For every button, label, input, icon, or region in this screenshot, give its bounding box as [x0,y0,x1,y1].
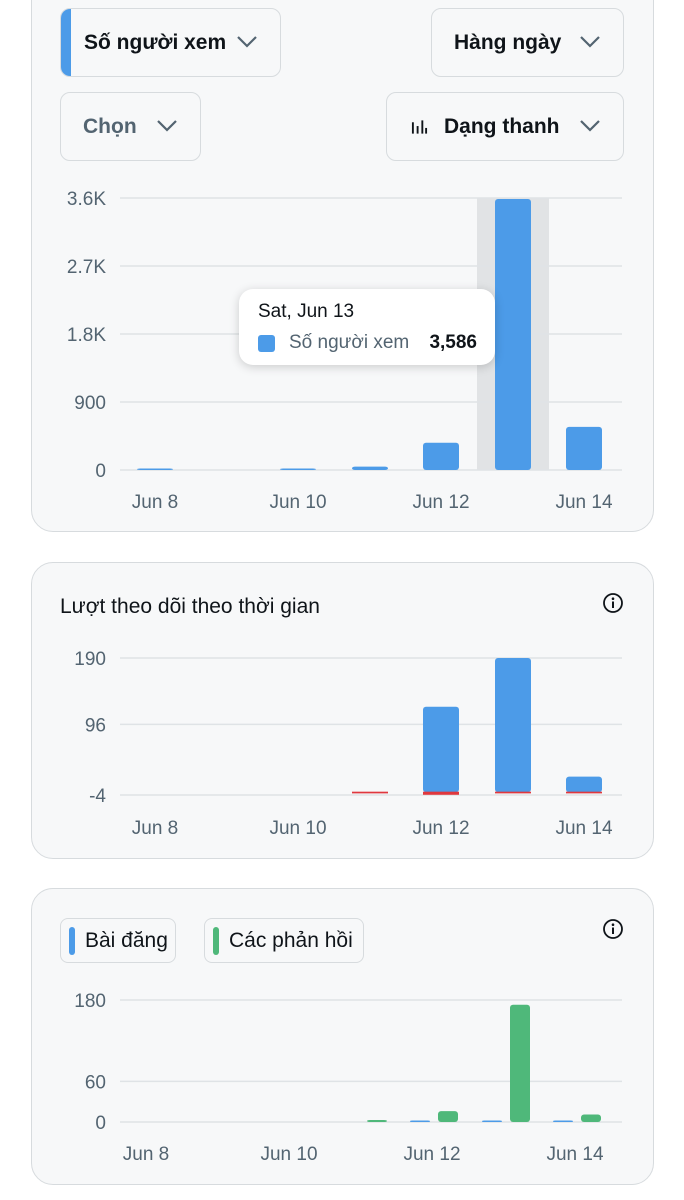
x-tick-label: Jun 8 [132,818,178,839]
y-tick-label: 900 [74,393,106,414]
y-tick-label: 96 [85,715,106,736]
x-tick-label: Jun 10 [269,492,326,513]
chevron-down-icon [580,119,600,132]
bar-replies [438,1111,458,1122]
chart-tooltip: Sat, Jun 13 Số người xem 3,586 [239,289,495,365]
tooltip-series-name: Số người xem [289,332,410,353]
bar-follows [566,776,602,793]
metric-dropdown-label: Số người xem [84,30,227,54]
bar-views [137,468,173,470]
y-tick-label: 0 [95,461,106,482]
legend-replies-label: Các phản hồi [229,928,353,952]
x-tick-label: Jun 10 [269,818,326,839]
bar-views [280,468,316,470]
y-tick-label: 0 [95,1113,106,1134]
bar-views [423,442,459,470]
bar-views [566,426,602,470]
info-icon[interactable] [602,918,624,940]
legend-posts-swatch [69,926,75,955]
y-tick-label: -4 [89,786,106,807]
bar-views [495,199,531,470]
chevron-down-icon [237,35,257,48]
bar-replies [367,1119,387,1122]
y-tick-label: 2.7K [67,257,106,278]
x-tick-label: Jun 12 [412,818,469,839]
x-tick-label: Jun 14 [555,492,612,513]
bar-follows [495,658,531,793]
bar-views [352,466,388,470]
chart-type-dropdown[interactable]: Dạng thanh [386,92,624,161]
y-tick-label: 60 [85,1072,106,1093]
metric-dropdown[interactable]: Số người xem [60,8,281,77]
chevron-down-icon [157,119,177,132]
bar-unfollows [495,791,531,794]
bar-posts [410,1120,430,1122]
info-icon[interactable] [602,592,624,614]
select-dropdown-label: Chọn [83,114,137,138]
legend-posts[interactable]: Bài đăng [60,918,176,963]
legend-replies-swatch [213,926,219,955]
x-tick-label: Jun 12 [412,492,469,513]
x-tick-label: Jun 14 [555,818,612,839]
bar-unfollows [566,791,602,794]
select-dropdown[interactable]: Chọn [60,92,201,161]
bar-unfollows [423,791,459,795]
period-dropdown-label: Hàng ngày [454,30,562,54]
bar-posts [482,1120,502,1122]
x-tick-label: Jun 14 [546,1144,603,1165]
follows-bar-chart[interactable]: -4 96 190 Jun 8 Jun 10 Jun 12 Jun 14 [0,640,684,850]
bar-replies [510,1004,530,1122]
follows-card [31,562,654,859]
tooltip-value: 3,586 [429,332,477,353]
bar-replies [581,1114,601,1122]
y-tick-label: 1.8K [67,325,106,346]
legend-posts-label: Bài đăng [85,928,168,952]
tooltip-swatch [258,335,275,352]
y-tick-label: 3.6K [67,189,106,210]
bar-unfollows [352,791,388,794]
posts-replies-bar-chart[interactable]: 0 60 180 Jun 8 Jun 10 Jun 12 Jun 14 [0,985,684,1175]
chevron-down-icon [580,35,600,48]
period-dropdown[interactable]: Hàng ngày [431,8,624,77]
x-tick-label: Jun 10 [260,1144,317,1165]
chart-type-dropdown-label: Dạng thanh [444,114,560,138]
tooltip-date: Sat, Jun 13 [258,301,355,322]
x-tick-label: Jun 8 [132,492,178,513]
x-tick-label: Jun 8 [123,1144,169,1165]
follows-card-title: Lượt theo dõi theo thời gian [60,595,320,618]
x-tick-label: Jun 12 [403,1144,460,1165]
bar-chart-icon [411,119,428,134]
y-tick-label: 190 [74,649,106,670]
bar-follows [423,706,459,793]
bar-posts [553,1120,573,1122]
metric-color-edge [61,9,71,76]
legend-replies[interactable]: Các phản hồi [204,918,364,963]
y-tick-label: 180 [74,991,106,1012]
